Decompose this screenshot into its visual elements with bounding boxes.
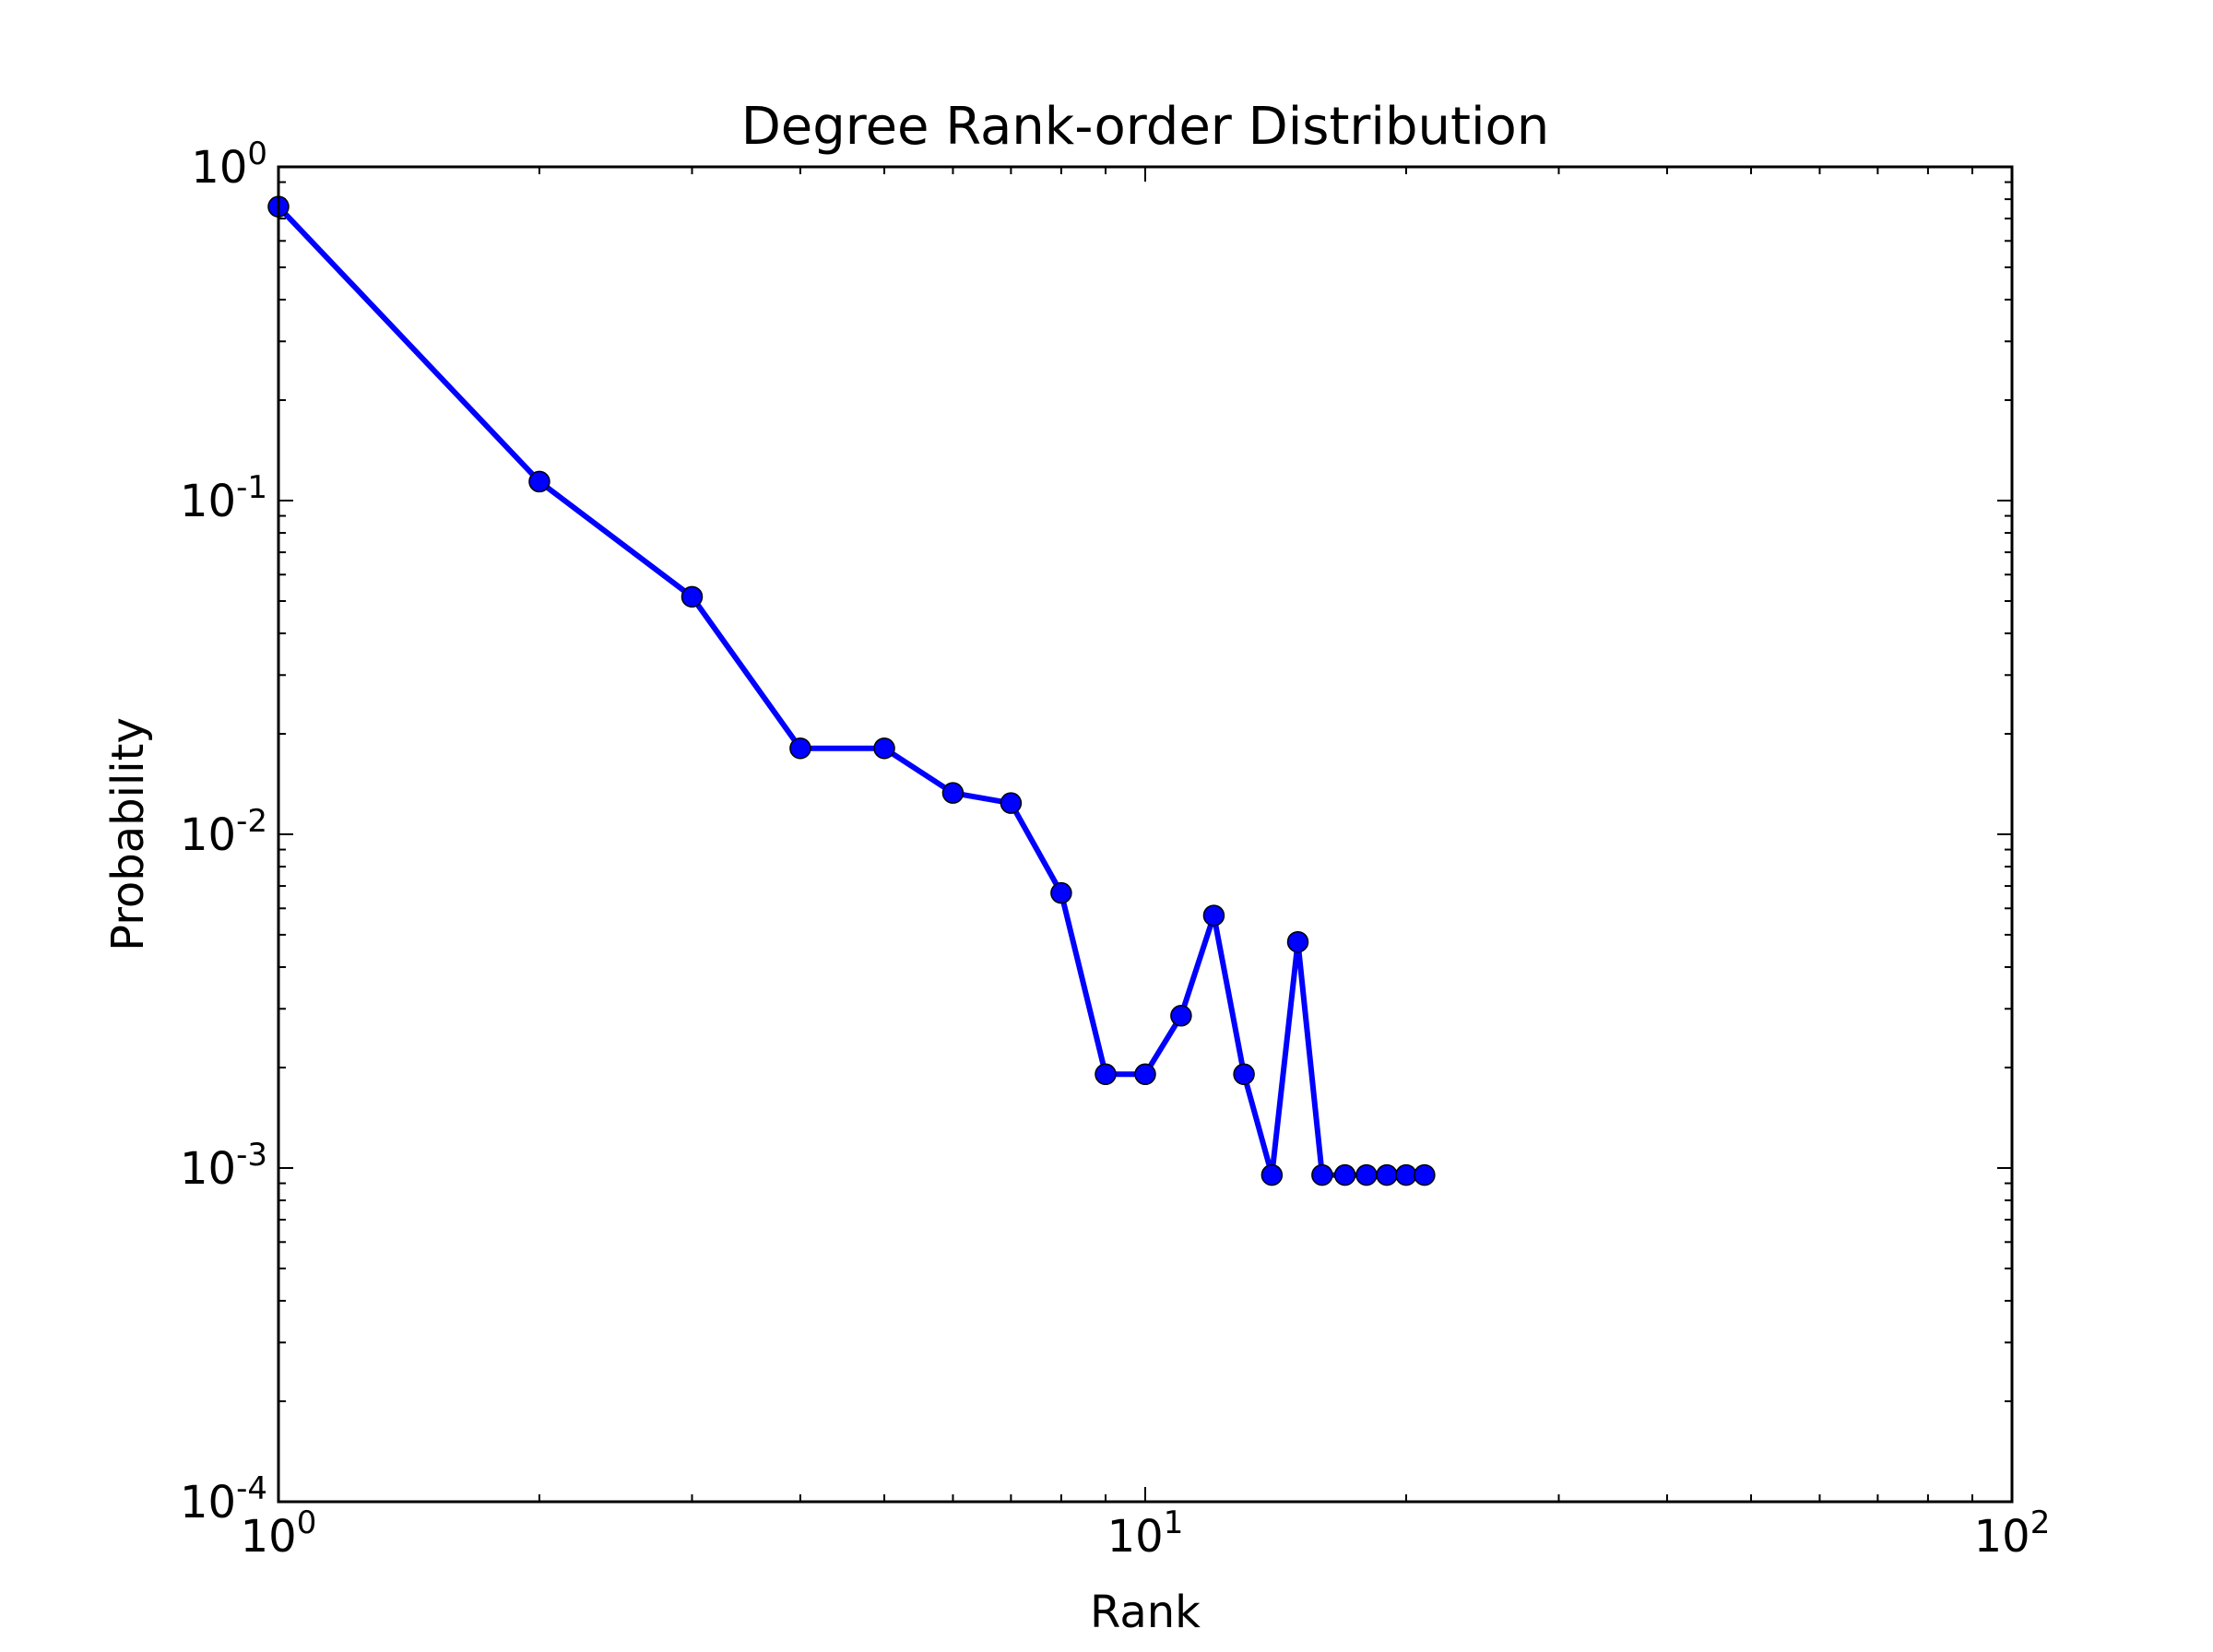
y-tick-label: 10-1 xyxy=(180,469,267,527)
x-tick-label: 100 xyxy=(241,1504,317,1563)
data-point xyxy=(680,585,704,608)
data-point xyxy=(1095,1063,1117,1086)
data-point xyxy=(1286,930,1309,953)
y-tick-label: 10-3 xyxy=(180,1137,267,1195)
data-point xyxy=(789,737,811,760)
labels-layer: 100 101 102 100 10-1 10-2 10-3 10-4 xyxy=(180,136,2050,1563)
plot-frame xyxy=(277,165,2014,1504)
data-point xyxy=(941,782,964,804)
data-point xyxy=(1260,1163,1284,1186)
y-axis-label: Probability xyxy=(102,717,154,951)
data-point xyxy=(528,470,550,493)
chart-title: Degree Rank-order Distribution xyxy=(741,97,1550,157)
data-point xyxy=(1376,1163,1398,1186)
y-tick-label: 10-2 xyxy=(180,803,267,861)
data-point xyxy=(1355,1163,1378,1186)
x-tick-label: 101 xyxy=(1107,1504,1184,1563)
x-axis-label: Rank xyxy=(1090,1587,1201,1638)
data-point xyxy=(1000,792,1023,814)
data-point xyxy=(1050,881,1072,904)
data-point xyxy=(1134,1063,1156,1086)
data-point xyxy=(1311,1163,1333,1186)
data-point xyxy=(1395,1163,1417,1186)
data-point xyxy=(1170,1005,1192,1027)
series-layer xyxy=(267,195,1436,1186)
y-tick-label: 100 xyxy=(191,136,267,194)
data-point xyxy=(1333,1163,1356,1186)
y-tick-label: 10-4 xyxy=(180,1470,267,1528)
data-point xyxy=(1202,904,1225,926)
x-tick-label: 102 xyxy=(1974,1504,2051,1563)
data-point xyxy=(873,737,895,760)
data-point xyxy=(1233,1063,1255,1086)
data-point xyxy=(1414,1163,1436,1186)
